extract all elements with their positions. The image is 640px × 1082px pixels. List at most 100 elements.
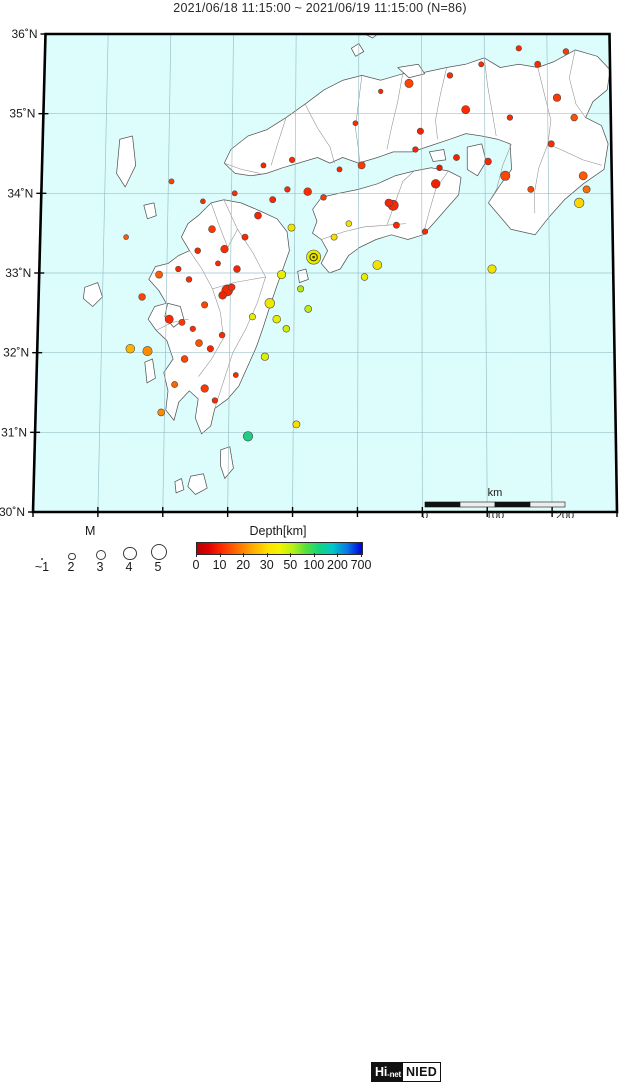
epicenter-marker[interactable] xyxy=(185,276,193,283)
magnitude-legend-symbol xyxy=(123,546,137,560)
epicenter-marker[interactable] xyxy=(506,114,514,121)
epicenter-marker[interactable] xyxy=(168,178,175,185)
prefecture-border xyxy=(224,162,261,174)
epicenter-marker[interactable] xyxy=(461,105,471,115)
epicenter-marker[interactable] xyxy=(201,301,209,309)
epicenter-marker[interactable] xyxy=(164,314,174,324)
epicenter-marker[interactable] xyxy=(178,318,186,326)
epicenter-marker[interactable] xyxy=(500,170,511,181)
epicenter-marker[interactable] xyxy=(218,331,226,339)
epicenter-marker[interactable] xyxy=(277,270,287,280)
depth-colorbar-tick xyxy=(243,553,245,557)
epicenter-marker[interactable] xyxy=(552,93,562,102)
epicenter-marker[interactable] xyxy=(228,283,236,291)
epicenter-marker[interactable] xyxy=(345,220,352,227)
epicenter-marker[interactable] xyxy=(260,162,267,169)
epicenter-marker[interactable] xyxy=(431,179,441,189)
prefecture-border xyxy=(210,202,238,249)
landmass-goto xyxy=(82,282,103,307)
epicenter-marker[interactable] xyxy=(138,293,146,301)
epicenter-marker[interactable] xyxy=(171,381,178,388)
epicenter-marker[interactable] xyxy=(384,198,393,208)
epicenter-marker[interactable] xyxy=(534,60,542,68)
epicenter-marker[interactable] xyxy=(180,355,189,363)
epicenter-marker[interactable] xyxy=(392,221,400,229)
map-canvas[interactable]: 30˚N31˚N32˚N33˚N34˚N35˚N36˚N 128˚E129˚E1… xyxy=(0,18,640,518)
epicenter-marker[interactable] xyxy=(527,185,535,193)
magnitude-legend-label: 5 xyxy=(154,560,162,574)
epicenter-marker[interactable] xyxy=(215,260,221,267)
epicenter-marker[interactable] xyxy=(284,186,291,193)
epicenter-marker[interactable] xyxy=(195,339,203,347)
epicenter-marker[interactable] xyxy=(487,264,497,274)
epicenter-marker[interactable] xyxy=(233,265,241,273)
epicenter-marker[interactable] xyxy=(189,325,196,332)
epicenter-marker[interactable] xyxy=(582,185,591,194)
epicenter-marker[interactable] xyxy=(547,140,555,148)
epicenter-marker[interactable] xyxy=(208,225,216,233)
epicenter-marker[interactable] xyxy=(416,127,424,135)
epicenter-marker[interactable] xyxy=(289,156,296,163)
epicenter-marker[interactable] xyxy=(378,88,384,94)
epicenter-marker[interactable] xyxy=(211,397,218,404)
epicenter-marker[interactable] xyxy=(157,408,165,417)
epicenter-marker[interactable] xyxy=(142,346,153,357)
epicenter-marker[interactable] xyxy=(372,260,383,270)
epicenter-marker[interactable] xyxy=(412,146,419,153)
epicenter-marker[interactable] xyxy=(336,166,343,173)
prefecture-border xyxy=(534,143,549,214)
epicenter-marker[interactable] xyxy=(574,197,585,208)
epicenter-marker[interactable] xyxy=(125,344,136,354)
epicenter-marker[interactable] xyxy=(484,157,492,166)
epicenter-marker[interactable] xyxy=(478,61,485,68)
seismicity-map[interactable]: 30˚N31˚N32˚N33˚N34˚N35˚N36˚N 128˚E129˚E1… xyxy=(0,18,640,518)
epicenter-marker[interactable] xyxy=(248,313,256,321)
epicenter-markers[interactable] xyxy=(123,45,591,442)
epicenter-marker[interactable] xyxy=(232,372,239,378)
epicenter-marker[interactable] xyxy=(272,315,281,324)
epicenter-marker[interactable] xyxy=(175,265,182,273)
epicenter-marker[interactable] xyxy=(218,291,227,300)
epicenter-marker[interactable] xyxy=(231,190,238,197)
epicenter-marker[interactable] xyxy=(123,234,129,240)
epicenter-marker[interactable] xyxy=(446,72,454,79)
epicenter-marker[interactable] xyxy=(206,345,214,353)
epicenter-marker[interactable] xyxy=(436,164,443,172)
epicenter-marker[interactable] xyxy=(287,223,296,232)
magnitude-legend-label: ~1 xyxy=(34,560,50,574)
epicenter-marker[interactable] xyxy=(297,285,305,293)
epicenter-marker[interactable] xyxy=(269,196,277,204)
epicenter-marker[interactable] xyxy=(330,233,338,241)
epicenter-marker[interactable] xyxy=(515,45,522,52)
epicenter-marker[interactable] xyxy=(241,233,249,241)
epicenter-marker[interactable] xyxy=(320,194,327,201)
epicenter-marker[interactable] xyxy=(453,154,460,161)
epicenter-marker[interactable] xyxy=(578,171,588,181)
epicenter-marker[interactable] xyxy=(260,352,270,361)
epicenter-marker[interactable] xyxy=(242,431,254,442)
magnitude-legend-symbols xyxy=(30,540,170,560)
epicenter-marker[interactable] xyxy=(282,325,290,333)
epicenter-marker[interactable] xyxy=(352,120,359,126)
epicenter-marker[interactable] xyxy=(200,198,206,205)
map-axis-ticks xyxy=(28,33,618,517)
epicenter-marker[interactable] xyxy=(360,273,369,281)
latitude-tick-label: 32˚N xyxy=(3,346,29,360)
epicenter-marker[interactable] xyxy=(303,187,312,196)
epicenter-marker[interactable] xyxy=(264,298,275,309)
epicenter-marker[interactable] xyxy=(155,270,163,279)
epicenter-marker[interactable] xyxy=(200,384,209,393)
epicenter-marker[interactable] xyxy=(194,247,201,254)
epicenter-marker[interactable] xyxy=(304,305,313,313)
epicenter-marker[interactable] xyxy=(404,78,414,88)
depth-colorbar-label: 50 xyxy=(283,558,298,572)
prefecture-border xyxy=(189,250,224,377)
epicenter-marker[interactable] xyxy=(220,245,229,254)
epicenter-marker[interactable] xyxy=(570,113,578,122)
epicenter-marker[interactable] xyxy=(562,48,570,55)
epicenter-marker[interactable] xyxy=(421,228,429,235)
epicenter-marker[interactable] xyxy=(357,161,366,170)
epicenter-marker[interactable] xyxy=(292,420,301,429)
epicenter-marker[interactable] xyxy=(254,211,262,220)
depth-colorbar-tick xyxy=(219,553,221,557)
